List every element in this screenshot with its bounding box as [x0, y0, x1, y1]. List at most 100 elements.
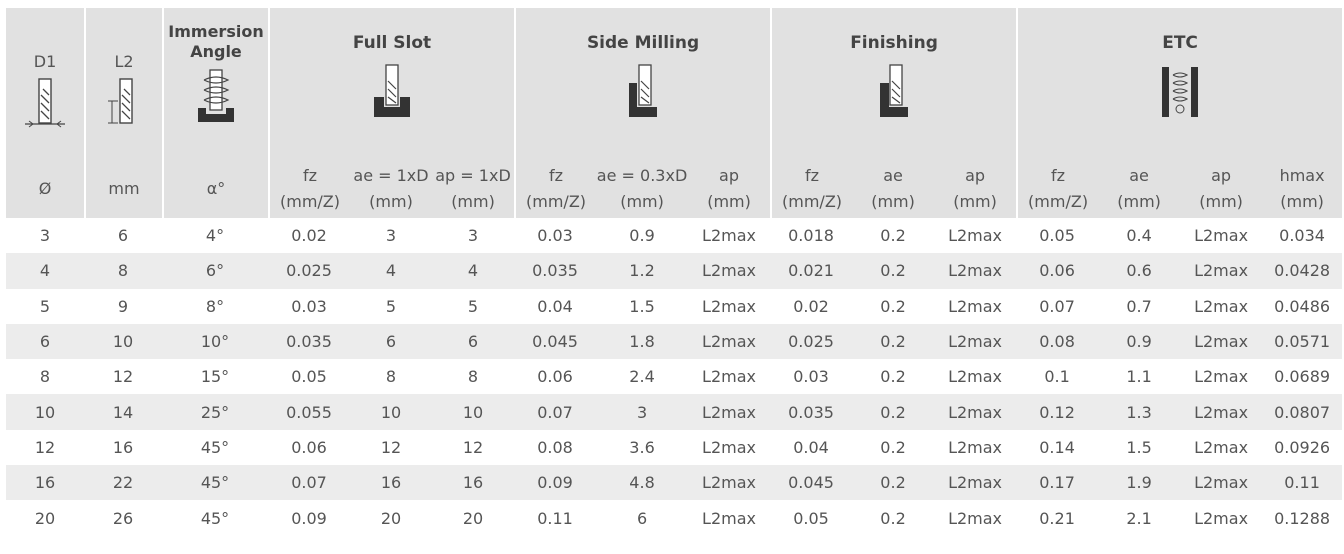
table-cell: 3	[596, 394, 689, 430]
table-cell: 0.034	[1279, 226, 1325, 246]
table-cell: 16	[112, 437, 134, 457]
table-cell: 2.4	[629, 367, 655, 387]
table-cell: 0.03	[793, 367, 829, 387]
table-cell: L2max	[688, 323, 771, 360]
table-cell: 0.0428	[1262, 253, 1343, 289]
table-cell: 0.17	[1016, 465, 1099, 501]
table-cell: 0.06	[1016, 253, 1099, 289]
table-cell: 0.055	[268, 394, 350, 430]
table-cell: 0.2	[880, 437, 906, 457]
table-cell: 0.02	[291, 226, 327, 246]
table-cell: 10°	[162, 323, 268, 360]
table-cell: L2max	[934, 394, 1017, 430]
unit-etc-ap: ap (mm)	[1180, 160, 1263, 218]
table-cell: 1.1	[1126, 367, 1152, 387]
table-cell: 10	[6, 394, 84, 430]
table-cell: 0.9	[629, 226, 655, 246]
table-cell: 6	[432, 323, 515, 360]
table-cell: L2max	[1194, 296, 1249, 316]
table-cell: 10	[350, 394, 432, 430]
table-cell: 0.035	[514, 253, 597, 289]
table-cell: L2max	[702, 367, 756, 387]
table-cell: 20	[462, 508, 484, 528]
table-cell: L2max	[948, 508, 1003, 528]
table-cell: 0.045	[770, 465, 853, 501]
unit-d1: Ø	[6, 160, 84, 218]
unit-sm-fz: fz (mm/Z)	[514, 160, 597, 218]
side-milling-label: Side Milling	[586, 33, 700, 53]
full-slot-icon	[374, 64, 411, 117]
unit-fs-ap: ap = 1xD (mm)	[432, 160, 515, 218]
table-cell: 12	[380, 437, 402, 457]
table-cell: 5	[385, 296, 397, 316]
table-cell: 5	[39, 296, 51, 316]
side-milling-header: Side Milling	[514, 8, 771, 160]
unit-fi-fz: fz (mm/Z)	[770, 160, 853, 218]
table-cell: 10	[84, 323, 162, 360]
table-cell: 4	[350, 253, 432, 289]
table-cell: L2max	[702, 437, 756, 457]
table-cell: 0.0689	[1274, 367, 1331, 387]
table-cell: 0.6	[1098, 253, 1181, 289]
table-cell: 0.021	[770, 253, 853, 289]
table-row: 12 16 45° 0.06 12 12 0.08 3.6 L2max 0.04 0.2 L2max 0…	[6, 430, 1342, 465]
etc-header: ETC	[1016, 8, 1343, 160]
table-cell: L2max	[934, 253, 1017, 289]
table-cell: 16	[6, 465, 84, 501]
unit-fi-ap: ap (mm)	[934, 160, 1017, 218]
table-cell: L2max	[688, 465, 771, 501]
table-cell: 0.2	[852, 465, 935, 501]
unit-etc-ae: ae (mm)	[1098, 160, 1181, 218]
table-cell: 3.6	[629, 437, 655, 457]
table-cell: 0.2	[852, 394, 935, 430]
table-cell: 0.06	[537, 367, 573, 387]
table-cell: 12	[34, 437, 56, 457]
table-cell: 2.1	[1126, 508, 1152, 528]
table-row: 10 14 25° 0.055 10 10 0.07 3 L2max 0.035 0.2 L2max 0…	[6, 394, 1343, 430]
table-cell: L2max	[948, 296, 1003, 316]
table-cell: 25°	[162, 394, 268, 430]
table-cell: 0.025	[268, 253, 350, 289]
table-cell: L2max	[702, 508, 756, 528]
table-cell: 26	[112, 508, 134, 528]
unit-fs-ae: ae = 1xD (mm)	[350, 160, 432, 218]
table-cell: 0.2	[880, 226, 906, 246]
table-cell: 1.8	[596, 323, 689, 360]
table-row: 4 8 6° 0.025 4 4 0.035 1.2 L2max 0.021 0.2 L2max 0.0…	[6, 253, 1343, 289]
table-cell: L2max	[948, 226, 1003, 246]
table-cell: 0.018	[788, 226, 834, 246]
table-cell: L2max	[1180, 323, 1263, 360]
cutting-data-table: D1 L2 Immersion Angle	[6, 8, 1343, 536]
unit-etc-hmax: hmax (mm)	[1262, 160, 1343, 218]
unit-fs-fz: fz (mm/Z)	[268, 160, 350, 218]
table-cell: 12	[462, 437, 484, 457]
table-cell: 4.8	[596, 465, 689, 501]
table-cell: L2max	[948, 437, 1003, 457]
table-cell: 3	[39, 226, 51, 246]
table-cell: 6	[117, 226, 129, 246]
immersion-angle-label: Immersion Angle	[168, 22, 264, 61]
table-cell: 4	[432, 253, 515, 289]
table-cell: L2max	[1194, 508, 1249, 528]
table-cell: 0.045	[514, 323, 597, 360]
table-cell: L2max	[688, 253, 771, 289]
end-mill-diameter-icon	[25, 78, 65, 128]
table-cell: 0.06	[291, 437, 327, 457]
table-cell: 45°	[200, 437, 230, 457]
table-cell: L2max	[702, 226, 756, 246]
table-row: 20 26 45° 0.09 20 20 0.11 6 L2max 0.05 0.2 L2max 0.2…	[6, 500, 1342, 535]
table-cell: 0.12	[1016, 394, 1099, 430]
table-row: 16 22 45° 0.07 16 16 0.09 4.8 L2max 0.045 0.2 L2max…	[6, 465, 1343, 501]
table-cell: 0.05	[291, 367, 327, 387]
table-cell: 9	[117, 296, 129, 316]
table-cell: 0.05	[793, 508, 829, 528]
d1-label: D1	[33, 52, 57, 71]
table-cell: 14	[84, 394, 162, 430]
table-cell: L2max	[1194, 367, 1249, 387]
table-cell: 8	[467, 367, 479, 387]
table-cell: 1.3	[1098, 394, 1181, 430]
table-cell: 0.2	[880, 296, 906, 316]
table-row: 6 10 10° 0.035 6 6 0.045 1.8 L2max 0.025 0.2 L2max 0…	[6, 323, 1343, 360]
table-cell: 0.11	[1262, 465, 1343, 501]
table-cell: L2max	[1194, 437, 1249, 457]
